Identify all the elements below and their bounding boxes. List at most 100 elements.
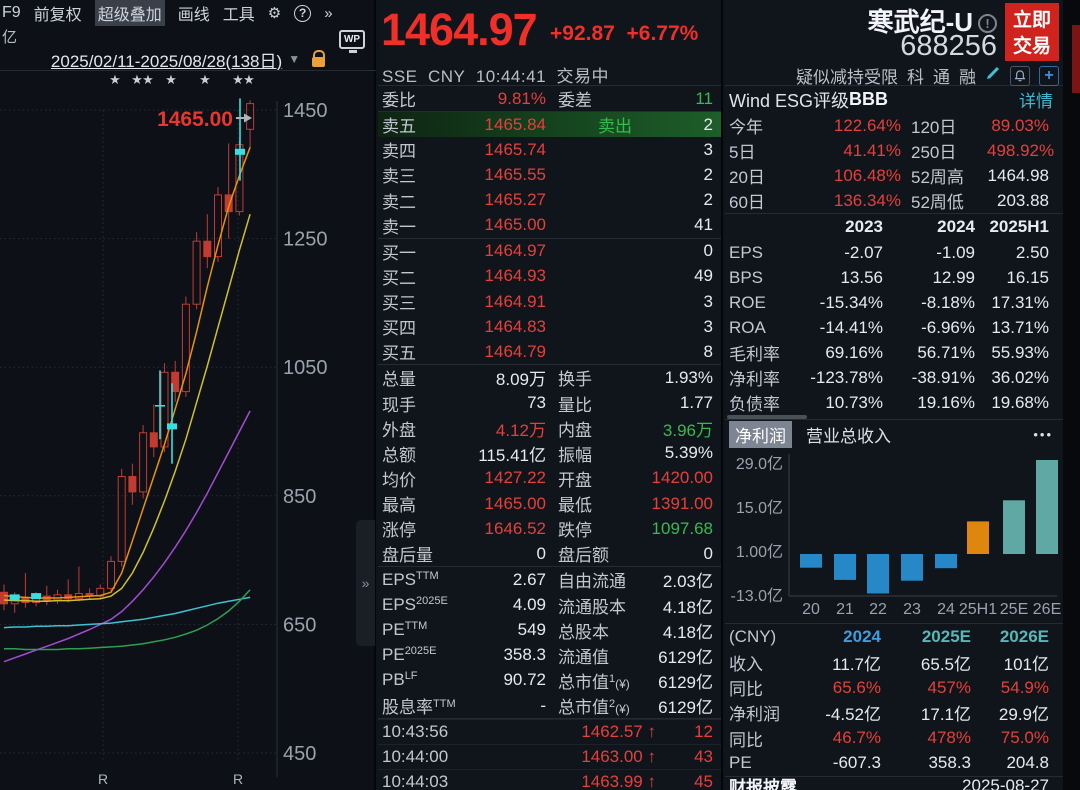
stat-row: 外盘 4.12万 内盘 3.96万 (382, 420, 713, 440)
info-panel: 寒武纪-U! 688256 立即 交易 疑似减持受限 科 通 融 + Wind E… (725, 0, 1063, 790)
fin-row: EPS -2.07 -1.09 2.50 (729, 242, 1049, 262)
unlock-icon[interactable] (312, 50, 326, 67)
pencil-icon[interactable] (985, 65, 1001, 86)
forecast-row: 同比 65.6% 457% 54.9% (729, 677, 1049, 700)
flag-margin[interactable]: 融 (959, 68, 976, 87)
stock-header: 寒武纪-U! 688256 立即 交易 疑似减持受限 科 通 融 + (725, 0, 1063, 88)
esg-row: 5日 41.41% 250日 498.92% (729, 140, 1055, 163)
tags-row: 疑似减持受限 科 通 融 + (796, 63, 1059, 88)
tick-list: 10:43:56 1462.57 ↑ 12 10:44:00 1463.00 ↑ 43 10… (378, 719, 721, 790)
bid-row[interactable]: 买四 1464.83 3 (382, 316, 713, 339)
stock-code: 688256 (900, 30, 997, 62)
valuation-row: EPSTTM 2.67 自由流通 2.03亿 (382, 569, 713, 592)
esg-section: Wind ESG评级 BBB 详情 今年 122.64% 120日 89.03% 5日 41… (725, 86, 1063, 214)
date-range[interactable]: 2025/02/11-2025/08/28(138日) (50, 51, 283, 71)
kline-chart[interactable]: 1450 1250 1050 850 650 450 ★ ★ ★ ★ ★ ★ ★ 1465.00 R R (0, 70, 376, 790)
toolbar-item-tools[interactable]: 工具 (222, 7, 255, 24)
svg-text:24: 24 (937, 601, 955, 618)
ask-row[interactable]: 卖三 1465.55 2 (382, 164, 713, 187)
svg-text:20: 20 (802, 601, 820, 618)
report-label: 财报披露 (729, 778, 797, 790)
stat-row: 盘后量 0 盘后额 0 (382, 543, 713, 566)
ask-row[interactable]: 卖一 1465.00 41 (382, 215, 713, 237)
stat-row: 涨停 1646.52 跌停 1097.68 (382, 518, 713, 541)
bid-row[interactable]: 买二 1464.93 49 (382, 266, 713, 288)
svg-text:23: 23 (903, 601, 921, 618)
svg-text:22: 22 (869, 601, 887, 618)
bell-icon[interactable] (1010, 65, 1030, 86)
trade-now-button[interactable]: 立即 交易 (1005, 3, 1059, 61)
svg-text:★: ★ (232, 72, 244, 87)
svg-text:850: 850 (283, 486, 316, 508)
fin-header-row: 2023 2024 2025H1 (845, 217, 1049, 236)
flag-tong[interactable]: 通 (933, 68, 950, 87)
toolbar-item-qfq[interactable]: 前复权 (33, 7, 82, 24)
wp-monitor-icon[interactable]: WP (339, 30, 365, 53)
warning-tag[interactable]: 疑似减持受限 (796, 68, 898, 87)
report-date: 2025-08-27 (962, 775, 1049, 790)
fin-scrollbar[interactable] (725, 415, 1063, 419)
order-book: 委比 9.81% 委差 11 卖五 1465.84 卖出 2 卖四 1465.74 3 卖三 1465.… (378, 86, 721, 364)
fin-row: 净利率 -123.78% -38.91% 36.02% (729, 367, 1049, 390)
valuation-section: EPSTTM 2.67 自由流通 2.03亿 EPS2025E 4.09 流通股本 4.18亿… (378, 567, 721, 720)
esg-row: 20日 106.48% 52周高 1464.98 (729, 165, 1049, 188)
fin-row: 毛利率 69.16% 56.71% 55.93% (729, 342, 1049, 365)
bid-rows: 买一 1464.97 0 买二 1464.93 49 买三 1464.91 3 买四 1464.83… (378, 239, 721, 365)
profit-bar-chart[interactable]: 29.0亿 15.0亿 1.00亿 -13.0亿 20 21 22 23 24 25H1 25E 26… (725, 446, 1063, 625)
svg-text:R: R (98, 771, 108, 787)
toolbar-item-draw[interactable]: 画线 (177, 7, 210, 24)
ask-row[interactable]: 卖四 1465.74 3 (382, 139, 713, 162)
svg-text:1450: 1450 (283, 100, 328, 122)
svg-text:25H1: 25H1 (959, 601, 997, 618)
tick-row[interactable]: 10:44:00 1463.00 ↑ 43 (378, 744, 721, 769)
esg-row: 60日 136.34% 52周低 203.88 (729, 190, 1049, 213)
gear-icon[interactable]: ⚙ (267, 5, 282, 22)
panel-collapse-handle[interactable]: » (356, 520, 375, 646)
tick-row[interactable]: 10:44:03 1463.99 ↑ 45 (378, 769, 721, 790)
financials-section: 2023 2024 2025H1 EPS -2.07 -1.09 2.50 BPS 13.56 1… (725, 214, 1063, 419)
chevron-down-icon[interactable]: ▼ (288, 52, 301, 66)
svg-text:21: 21 (836, 601, 854, 618)
profit-chart-section: 净利润 营业总收入 ••• 29.0亿 15.0亿 1.00亿 -13.0亿 20 21 2… (725, 419, 1063, 624)
stat-row: 总额 115.41亿 振幅 5.39% (382, 443, 713, 465)
fin-row: ROE -15.34% -8.18% 17.31% (729, 292, 1049, 312)
forecast-section: (CNY) 2024 2025E 2026E 收入 11.7亿 65.5亿 101亿 同比 65.… (725, 624, 1063, 776)
bid-row[interactable]: 买五 1464.79 8 (382, 341, 713, 364)
esg-header: Wind ESG评级 BBB 详情 (729, 89, 1053, 111)
stat-row: 最高 1465.00 最低 1391.00 (382, 493, 713, 516)
forecast-header-row: (CNY) 2024 2025E 2026E (729, 627, 1049, 646)
svg-text:★: ★ (142, 72, 154, 87)
svg-text:450: 450 (283, 743, 316, 765)
svg-text:25E: 25E (1000, 601, 1028, 618)
svg-text:R: R (233, 771, 243, 787)
tick-row[interactable]: 10:43:56 1462.57 ↑ 12 (378, 719, 721, 744)
chart-menu-icon[interactable]: ••• (1033, 426, 1053, 442)
bid-row[interactable]: 买三 1464.91 3 (382, 291, 713, 314)
quote-meta: SSE CNY 10:44:41 交易中 (382, 67, 609, 86)
ask-row[interactable]: 卖二 1465.27 2 (382, 190, 713, 212)
chart-toolbar: F9 前复权 超级叠加 画线 工具 ⚙ ? » (0, 0, 376, 26)
svg-text:26E: 26E (1033, 601, 1061, 618)
more-icon[interactable]: » (324, 4, 333, 22)
ask-rows: 卖五 1465.84 卖出 2 卖四 1465.74 3 卖三 1465.55 2 卖二 1465.2… (378, 111, 721, 239)
price-change: +92.87 +6.77% (550, 22, 699, 45)
svg-text:29.0亿: 29.0亿 (736, 455, 783, 473)
flag-sci[interactable]: 科 (907, 68, 924, 87)
stat-row: 均价 1427.22 开盘 1420.00 (382, 468, 713, 490)
tab-revenue[interactable]: 营业总收入 (806, 426, 891, 446)
report-footer: 财报披露 2025-08-27 (725, 775, 1063, 790)
detail-link[interactable]: 详情 (1019, 92, 1053, 111)
svg-text:-13.0亿: -13.0亿 (731, 587, 783, 605)
info-icon[interactable]: ! (978, 14, 997, 33)
ask-row[interactable]: 卖五 1465.84 卖出 2 (378, 112, 721, 138)
toolbar-item-f9[interactable]: F9 (2, 4, 21, 21)
fin-row: ROA -14.41% -6.96% 13.71% (729, 317, 1049, 337)
add-watchlist-icon[interactable]: + (1039, 65, 1059, 86)
bid-row[interactable]: 买一 1464.97 0 (382, 241, 713, 263)
valuation-row: PETTM 549 总股本 4.18亿 (382, 620, 713, 642)
tab-net-profit[interactable]: 净利润 (729, 420, 792, 448)
toolbar-item-overlay[interactable]: 超级叠加 (94, 0, 165, 26)
help-icon[interactable]: ? (294, 4, 312, 22)
